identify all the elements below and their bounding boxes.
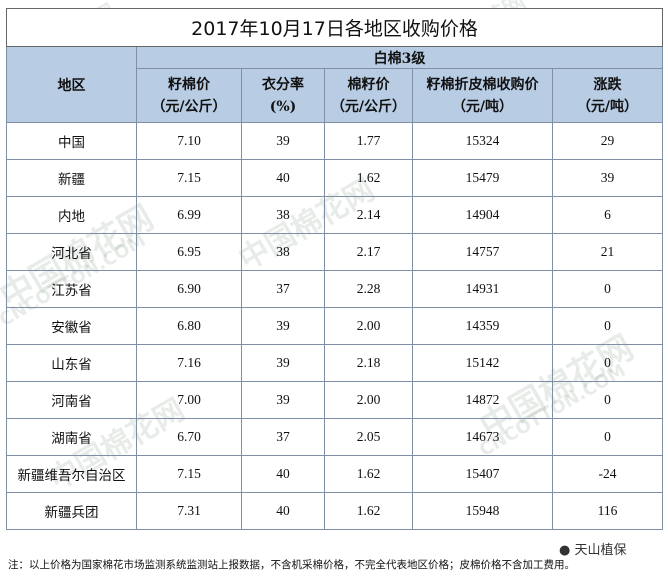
cell-cottonseed-price: 1.62 [324,455,413,493]
column-header-region: 地区 [6,46,137,123]
cell-lint-purchase-price: 15948 [412,492,553,530]
cell-change: 29 [552,122,663,160]
cell-cottonseed-price: 1.77 [324,122,413,160]
cell-seed-cotton-price: 7.15 [136,455,242,493]
table-row: 山东省 7.16 39 2.18 15142 0 [6,344,663,382]
cell-seed-cotton-price: 7.10 [136,122,242,160]
cell-region: 湖南省 [6,418,137,456]
cell-seed-cotton-price: 7.16 [136,344,242,382]
cell-lint-purchase-price: 14673 [412,418,553,456]
price-table-container: 2017年10月17日各地区收购价格 地区 白棉3级 籽棉价 （元/公斤） 衣分率… [6,8,663,530]
table-row: 新疆维吾尔自治区 7.15 40 1.62 15407 -24 [6,455,663,493]
price-table: 2017年10月17日各地区收购价格 地区 白棉3级 籽棉价 （元/公斤） 衣分率… [6,8,663,530]
cell-region: 江苏省 [6,270,137,308]
cell-change: 116 [552,492,663,530]
cell-change: -24 [552,455,663,493]
cell-lint-purchase-price: 15324 [412,122,553,160]
table-row: 内地 6.99 38 2.14 14904 6 [6,196,663,234]
column-header-seed-cotton-price: 籽棉价 （元/公斤） [136,68,242,123]
cell-lint-purchase-price: 15479 [412,159,553,197]
group-header: 白棉3级 [136,46,663,69]
footnote: 注：以上价格为国家棉花市场监测系统监测站上报数据，不含机采棉价格，不完全代表地区… [8,559,575,571]
column-header-lint-purchase-price: 籽棉折皮棉收购价 （元/吨） [412,68,553,123]
cell-lint-purchase-price: 14904 [412,196,553,234]
cell-cottonseed-price: 2.00 [324,307,413,345]
table-row: 河北省 6.95 38 2.17 14757 21 [6,233,663,271]
cell-change: 0 [552,381,663,419]
cell-lint-purchase-price: 14931 [412,270,553,308]
column-header-change: 涨跌 （元/吨） [552,68,663,123]
cell-cottonseed-price: 2.14 [324,196,413,234]
cell-region: 中国 [6,122,137,160]
cell-lint-rate: 39 [241,381,325,419]
cell-lint-purchase-price: 15407 [412,455,553,493]
table-row: 江苏省 6.90 37 2.28 14931 0 [6,270,663,308]
table-row: 湖南省 6.70 37 2.05 14673 0 [6,418,663,456]
cell-lint-purchase-price: 14757 [412,233,553,271]
cell-region: 河北省 [6,233,137,271]
cell-lint-rate: 40 [241,492,325,530]
cell-change: 21 [552,233,663,271]
cell-region: 新疆维吾尔自治区 [6,455,137,493]
cell-lint-rate: 38 [241,196,325,234]
cell-cottonseed-price: 1.62 [324,492,413,530]
cell-seed-cotton-price: 6.90 [136,270,242,308]
cell-lint-rate: 37 [241,418,325,456]
cell-cottonseed-price: 2.28 [324,270,413,308]
cell-cottonseed-price: 2.00 [324,381,413,419]
cell-change: 0 [552,418,663,456]
cell-change: 6 [552,196,663,234]
cell-region: 新疆兵团 [6,492,137,530]
cell-cottonseed-price: 1.62 [324,159,413,197]
cell-lint-rate: 40 [241,455,325,493]
cell-seed-cotton-price: 7.31 [136,492,242,530]
table-row: 中国 7.10 39 1.77 15324 29 [6,122,663,160]
cell-lint-rate: 38 [241,233,325,271]
account-logo: ● 天山植保 [556,538,630,559]
cell-seed-cotton-price: 6.99 [136,196,242,234]
table-row: 安徽省 6.80 39 2.00 14359 0 [6,307,663,345]
table-row: 河南省 7.00 39 2.00 14872 0 [6,381,663,419]
cell-lint-purchase-price: 14872 [412,381,553,419]
cell-change: 0 [552,270,663,308]
cell-seed-cotton-price: 7.15 [136,159,242,197]
cell-lint-purchase-price: 14359 [412,307,553,345]
account-name: 天山植保 [574,543,627,558]
cell-lint-rate: 39 [241,122,325,160]
cell-seed-cotton-price: 6.70 [136,418,242,456]
cell-region: 河南省 [6,381,137,419]
cell-cottonseed-price: 2.18 [324,344,413,382]
cell-region: 山东省 [6,344,137,382]
cell-lint-rate: 40 [241,159,325,197]
cell-change: 39 [552,159,663,197]
column-header-cottonseed-price: 棉籽价 （元/公斤） [324,68,413,123]
cell-seed-cotton-price: 6.80 [136,307,242,345]
cell-region: 内地 [6,196,137,234]
table-row: 新疆 7.15 40 1.62 15479 39 [6,159,663,197]
column-header-lint-rate: 衣分率 (%) [241,68,325,123]
cell-cottonseed-price: 2.17 [324,233,413,271]
table-title: 2017年10月17日各地区收购价格 [6,8,663,47]
cell-lint-purchase-price: 15142 [412,344,553,382]
cell-region: 新疆 [6,159,137,197]
cell-change: 0 [552,307,663,345]
cell-lint-rate: 39 [241,307,325,345]
cell-lint-rate: 39 [241,344,325,382]
cell-seed-cotton-price: 6.95 [136,233,242,271]
cell-lint-rate: 37 [241,270,325,308]
wechat-icon: ● [559,543,571,558]
cell-region: 安徽省 [6,307,137,345]
cell-seed-cotton-price: 7.00 [136,381,242,419]
cell-change: 0 [552,344,663,382]
cell-cottonseed-price: 2.05 [324,418,413,456]
table-row: 新疆兵团 7.31 40 1.62 15948 116 [6,492,663,530]
